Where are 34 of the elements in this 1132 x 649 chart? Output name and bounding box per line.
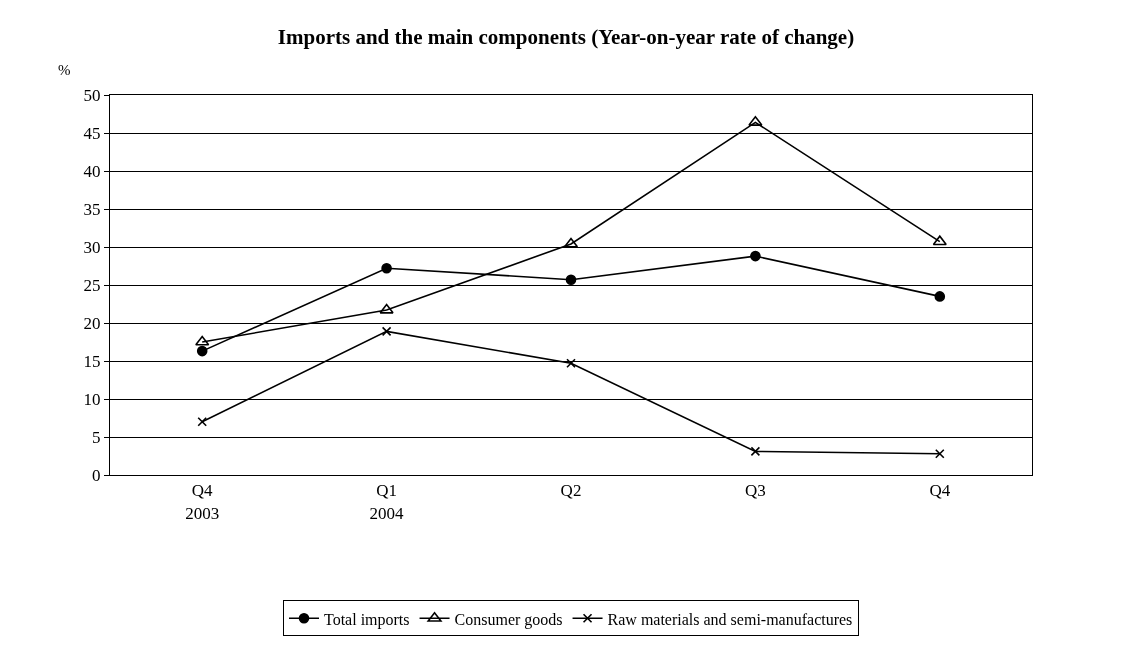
y-tick-label: 35 — [83, 199, 101, 219]
x-tick-label: Q4 — [929, 481, 951, 501]
point — [381, 262, 392, 274]
y-tick-label: 10 — [83, 389, 101, 409]
x-tick-label: Q4 2003 — [185, 481, 220, 523]
y-tick-label: 45 — [83, 123, 101, 143]
y-tick-label: 50 — [83, 85, 101, 105]
point — [197, 417, 207, 427]
point — [932, 235, 947, 246]
legend-label: Raw materials and semi-manufactures — [607, 610, 853, 628]
y-tick-label: 40 — [83, 161, 101, 181]
legend-label: Consumer goods — [454, 610, 563, 629]
y-tick-label: 0 — [92, 465, 101, 485]
x-tick-label: Q1 2004 — [369, 481, 405, 523]
point — [379, 303, 394, 314]
point — [196, 345, 208, 357]
point — [565, 274, 577, 285]
y-tick-label: 25 — [83, 275, 101, 295]
point — [935, 448, 945, 459]
point — [195, 335, 210, 346]
y-tick-label: 5 — [92, 427, 101, 447]
x-tick-label: Q3 — [745, 481, 766, 501]
y-tick-label: 30 — [83, 237, 101, 257]
point — [934, 291, 946, 302]
y-tick-label: 20 — [83, 313, 101, 333]
legend-label: Total imports — [324, 610, 410, 629]
point — [566, 358, 576, 369]
y-axis-title: % — [58, 62, 71, 78]
point — [750, 446, 761, 457]
point — [750, 250, 761, 262]
x-tick-label: Q2 — [560, 481, 582, 501]
chart-title: Imports and the main components (Year-on-year rate of change) — [277, 24, 855, 49]
point — [381, 326, 392, 337]
y-tick-label: 15 — [83, 351, 101, 371]
